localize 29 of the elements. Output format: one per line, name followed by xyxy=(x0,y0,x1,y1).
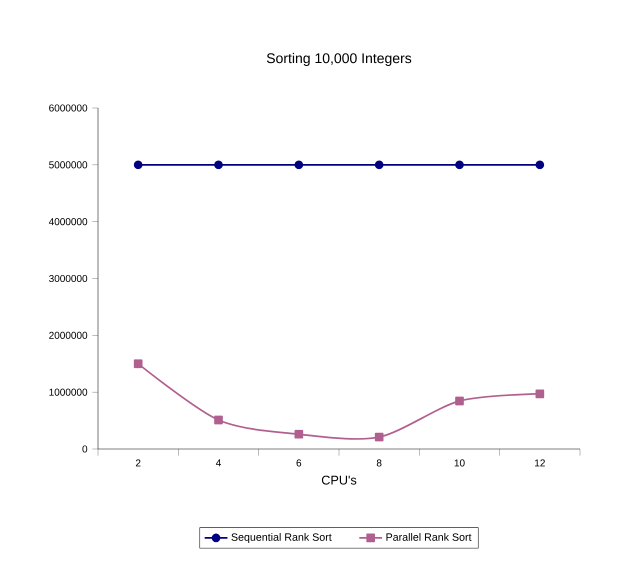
point xyxy=(294,160,304,170)
point xyxy=(374,160,384,170)
x-tick-label: 10 xyxy=(454,459,465,466)
point xyxy=(536,390,544,398)
point xyxy=(536,160,544,170)
x-axis-title: CPU's xyxy=(322,476,356,485)
point xyxy=(214,416,223,424)
legend-label: Sequential Rank Sort xyxy=(231,533,332,543)
y-tick-label: 5000000 xyxy=(49,161,88,168)
y-tick-label: 3000000 xyxy=(49,274,88,282)
x-tick-label: 6 xyxy=(296,459,302,466)
y-tick-label: 6000000 xyxy=(49,104,88,112)
y-tick-label: 1000000 xyxy=(49,388,88,396)
chart-title: Sorting 10,000 Integers xyxy=(266,52,412,66)
x-tick-label: 12 xyxy=(535,459,545,466)
point xyxy=(455,160,464,170)
point xyxy=(134,359,143,368)
y-tick-label: 4000000 xyxy=(48,218,88,226)
point xyxy=(134,160,143,170)
x-tick-label: 4 xyxy=(216,459,221,466)
point xyxy=(455,396,464,406)
y-tick-label: 0 xyxy=(82,445,88,453)
point xyxy=(294,430,304,439)
x-tick-label: 2 xyxy=(136,459,140,466)
y-tick-label: 2000000 xyxy=(49,332,88,339)
legend-label: Parallel Rank Sort xyxy=(386,533,472,541)
point xyxy=(374,432,384,442)
point xyxy=(214,160,223,170)
x-tick-label: 8 xyxy=(376,459,382,466)
